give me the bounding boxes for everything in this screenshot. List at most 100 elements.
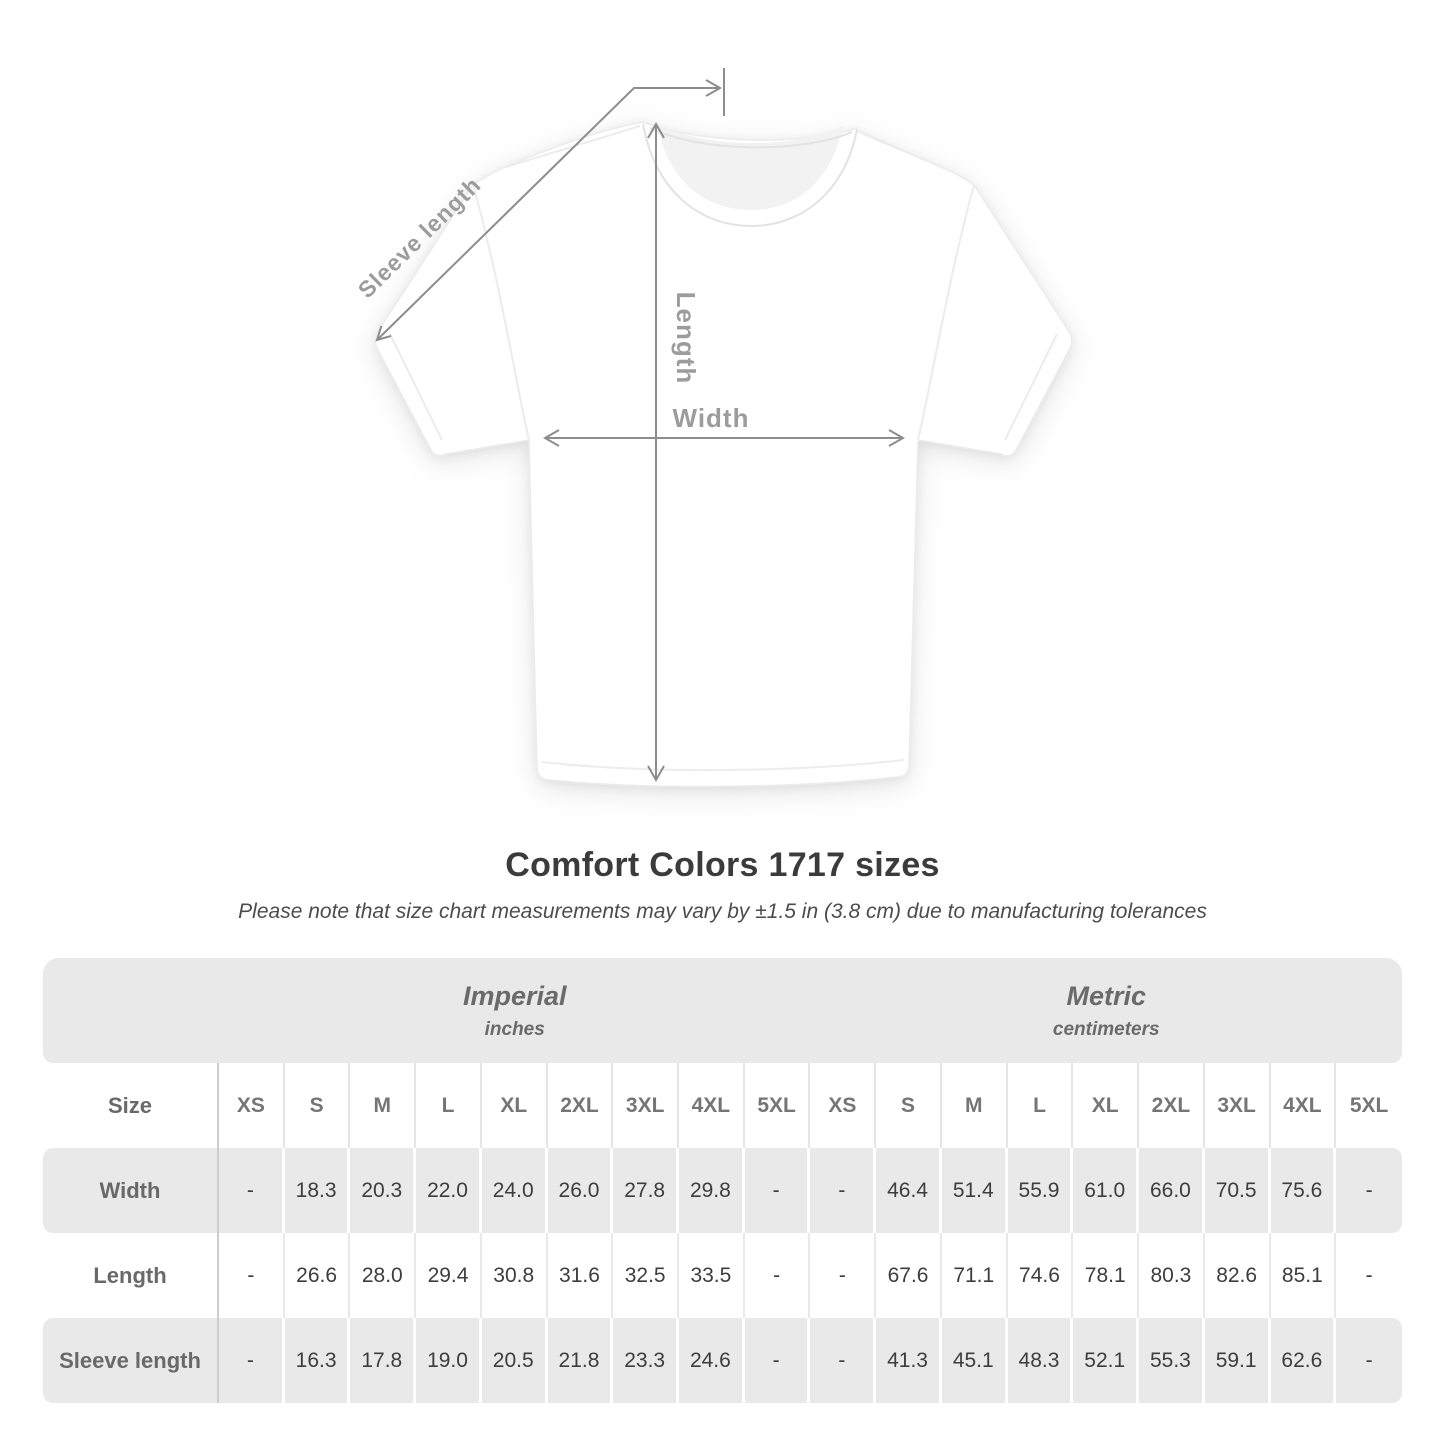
- size-col-header-imperial-m: M: [350, 1063, 417, 1148]
- unit-group-header-row: Imperial inches Metric centimeters: [43, 958, 1402, 1063]
- measure-cell-imperial-4xl: 24.6: [679, 1318, 745, 1403]
- measure-cell-metric-xl: 61.0: [1073, 1148, 1140, 1233]
- metric-group-title: Metric: [1066, 980, 1146, 1011]
- right-cuff-seam: [1004, 333, 1058, 441]
- metric-group-unit: centimeters: [1052, 1018, 1160, 1040]
- measure-cell-imperial-2xl: 26.0: [547, 1148, 614, 1233]
- measure-cell-metric-l: 55.9: [1007, 1148, 1074, 1233]
- size-col-header-imperial-4xl: 4XL: [679, 1063, 745, 1148]
- measure-cell-metric-3xl: 70.5: [1204, 1148, 1271, 1233]
- measure-cell-metric-s: 41.3: [876, 1318, 942, 1403]
- tshirt-graphic: Sleeve length Length Width: [353, 68, 1073, 788]
- measure-cell-imperial-xl: 30.8: [481, 1233, 548, 1318]
- measure-cell-imperial-s: 26.6: [284, 1233, 351, 1318]
- measure-cell-imperial-xl: 20.5: [481, 1318, 548, 1403]
- measure-cell-metric-xs: -: [810, 1148, 877, 1233]
- measurement-row-length: Length -26.6 28.0 29.4 30.8 31.6 32.5 33.5- -67.…: [43, 1233, 1402, 1318]
- length-arrow: [647, 121, 665, 783]
- size-col-header-metric-3xl: 3XL: [1204, 1063, 1271, 1148]
- measure-cell-metric-xs: -: [810, 1318, 877, 1403]
- size-col-header-imperial-xs: XS: [219, 1063, 285, 1148]
- measure-cell-imperial-4xl: 29.8: [679, 1148, 745, 1233]
- measure-cell-metric-m: 45.1: [941, 1318, 1008, 1403]
- measure-cell-metric-xl: 52.1: [1073, 1318, 1140, 1403]
- width-arrow: [542, 429, 906, 447]
- measure-cell-imperial-xs: -: [219, 1148, 285, 1233]
- size-header-cell: Size: [43, 1063, 219, 1148]
- measure-cell-imperial-2xl: 31.6: [547, 1233, 614, 1318]
- size-table: Imperial inches Metric centimeters Size …: [43, 958, 1402, 1403]
- imperial-group-header: Imperial inches: [219, 958, 811, 1063]
- size-col-header-metric-s: S: [876, 1063, 942, 1148]
- size-col-header-metric-5xl: 5XL: [1336, 1063, 1402, 1148]
- measure-cell-imperial-5xl: -: [744, 1233, 811, 1318]
- right-shoulder-seam: [859, 131, 942, 168]
- size-col-header-metric-2xl: 2XL: [1139, 1063, 1205, 1148]
- size-col-header-metric-m: M: [941, 1063, 1008, 1148]
- measure-cell-metric-2xl: 66.0: [1139, 1148, 1205, 1233]
- measure-cell-metric-5xl: -: [1336, 1318, 1402, 1403]
- row-label: Sleeve length: [43, 1318, 219, 1403]
- size-col-header-imperial-l: L: [416, 1063, 482, 1148]
- left-cuff-seam: [389, 333, 443, 441]
- measure-cell-imperial-5xl: -: [744, 1318, 811, 1403]
- measure-cell-metric-3xl: 59.1: [1204, 1318, 1271, 1403]
- measure-cell-imperial-xs: -: [219, 1318, 285, 1403]
- measure-cell-imperial-m: 28.0: [350, 1233, 417, 1318]
- measure-cell-metric-4xl: 75.6: [1270, 1148, 1337, 1233]
- row-label: Width: [43, 1148, 219, 1233]
- size-chart-note: Please note that size chart measurements…: [238, 900, 1207, 923]
- imperial-group-unit: inches: [484, 1018, 545, 1040]
- collar-back-seam: [649, 127, 853, 149]
- tshirt-size-diagram: Sleeve length Length Width: [353, 68, 1073, 788]
- measure-cell-imperial-m: 17.8: [350, 1318, 417, 1403]
- measurement-row-width: Width -18.3 20.3 22.0 24.0 26.0 27.8 29.8- -46.4…: [43, 1148, 1402, 1233]
- measure-cell-imperial-s: 18.3: [284, 1148, 351, 1233]
- size-table-body: Width -18.3 20.3 22.0 24.0 26.0 27.8 29.8- -46.4…: [43, 1148, 1402, 1403]
- measure-cell-metric-xl: 78.1: [1073, 1233, 1140, 1318]
- length-label: Length: [671, 292, 701, 385]
- hem-seam: [541, 759, 905, 772]
- measure-cell-imperial-3xl: 27.8: [613, 1148, 680, 1233]
- measure-cell-imperial-3xl: 23.3: [613, 1318, 680, 1403]
- measure-cell-metric-s: 67.6: [876, 1233, 942, 1318]
- right-armhole-seam: [917, 184, 975, 441]
- size-col-header-metric-xl: XL: [1073, 1063, 1140, 1148]
- size-col-header-imperial-3xl: 3XL: [613, 1063, 680, 1148]
- measure-cell-metric-2xl: 55.3: [1139, 1318, 1205, 1403]
- measure-cell-metric-l: 48.3: [1007, 1318, 1074, 1403]
- measure-cell-metric-m: 71.1: [941, 1233, 1008, 1318]
- size-col-header-imperial-s: S: [284, 1063, 351, 1148]
- measure-cell-imperial-s: 16.3: [284, 1318, 351, 1403]
- measure-cell-metric-3xl: 82.6: [1204, 1233, 1271, 1318]
- measure-cell-imperial-l: 19.0: [416, 1318, 482, 1403]
- measure-cell-metric-xs: -: [810, 1233, 877, 1318]
- size-col-header-imperial-xl: XL: [481, 1063, 548, 1148]
- metric-group-header: Metric centimeters: [810, 958, 1402, 1063]
- band-corner-cell: [43, 958, 219, 1063]
- measure-cell-metric-s: 46.4: [876, 1148, 942, 1233]
- size-col-header-metric-l: L: [1007, 1063, 1074, 1148]
- width-label: Width: [673, 403, 750, 433]
- size-header-row: Size XS S M L XL 2XL 3XL 4XL 5XL XS S M L XL 2XL 3XL 4XL…: [43, 1063, 1402, 1148]
- measure-cell-imperial-m: 20.3: [350, 1148, 417, 1233]
- size-col-header-metric-xs: XS: [810, 1063, 877, 1148]
- size-chart-title: Comfort Colors 1717 sizes: [505, 846, 940, 884]
- sleeve-length-arrow: [375, 68, 725, 342]
- imperial-group-title: Imperial: [462, 980, 567, 1011]
- measure-cell-imperial-5xl: -: [744, 1148, 811, 1233]
- collar-outer-seam: [642, 123, 858, 228]
- measure-cell-imperial-3xl: 32.5: [613, 1233, 680, 1318]
- measure-cell-metric-2xl: 80.3: [1139, 1233, 1205, 1318]
- measurement-row-sleeve-length: Sleeve length -16.3 17.8 19.0 20.5 21.8 23.3 24…: [43, 1318, 1402, 1403]
- measure-cell-metric-5xl: -: [1336, 1148, 1402, 1233]
- measure-cell-metric-5xl: -: [1336, 1233, 1402, 1318]
- size-col-header-imperial-2xl: 2XL: [547, 1063, 614, 1148]
- measure-cell-imperial-4xl: 33.5: [679, 1233, 745, 1318]
- measure-cell-imperial-xs: -: [219, 1233, 285, 1318]
- measure-cell-metric-m: 51.4: [941, 1148, 1008, 1233]
- measure-cell-metric-4xl: 62.6: [1270, 1318, 1337, 1403]
- size-col-header-imperial-5xl: 5XL: [744, 1063, 811, 1148]
- measure-cell-imperial-l: 29.4: [416, 1233, 482, 1318]
- left-armhole-seam: [472, 184, 530, 441]
